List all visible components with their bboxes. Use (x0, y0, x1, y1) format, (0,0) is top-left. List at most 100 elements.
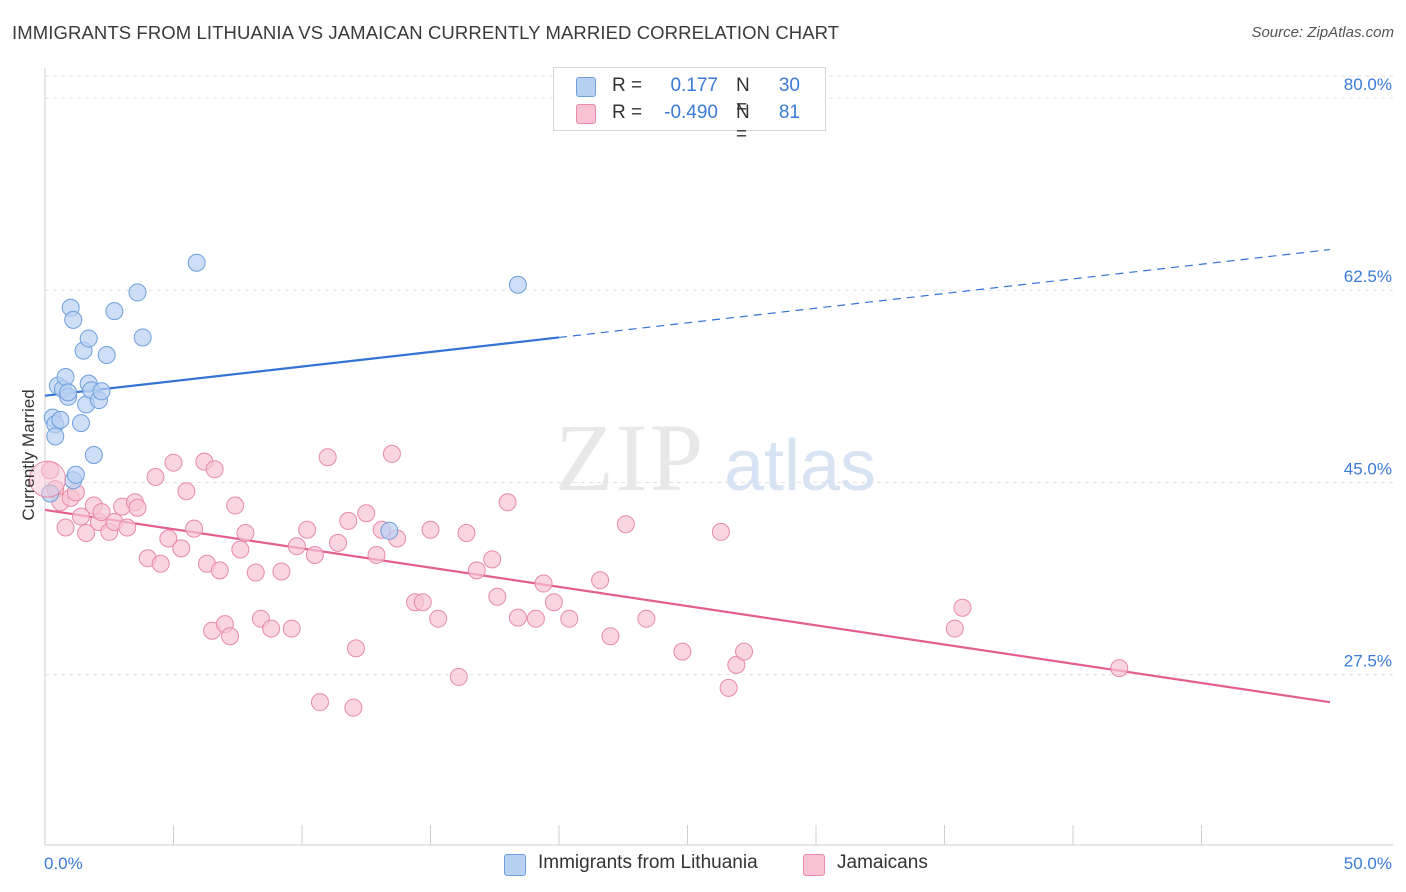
data-point-pink (429, 609, 448, 628)
axes (44, 68, 1393, 846)
data-point-pink (236, 524, 255, 543)
data-point-pink (146, 467, 165, 486)
data-point-pink (177, 482, 196, 501)
data-point-blue (64, 310, 83, 329)
data-point-pink (205, 460, 224, 479)
data-point-blue (508, 275, 527, 294)
data-point-blue (84, 446, 103, 465)
data-point-pink (488, 587, 507, 606)
data-point-pink (591, 571, 610, 590)
data-point-pink (449, 667, 468, 686)
data-point-pink (382, 444, 401, 463)
data-point-pink (498, 493, 517, 512)
data-point-pink (357, 504, 376, 523)
data-point-pink (719, 678, 738, 697)
data-point-pink (328, 533, 347, 552)
data-point-pink (305, 545, 324, 564)
data-point-blue (97, 346, 116, 365)
data-point-pink (413, 593, 432, 612)
data-point-pink (457, 524, 476, 543)
data-point-pink (637, 609, 656, 628)
y-tick-label: 45.0% (1344, 459, 1392, 478)
data-point-pink (953, 598, 972, 617)
legend-r-value: -0.490 (664, 102, 718, 123)
watermark-atlas: atlas (724, 426, 876, 506)
data-point-pink (71, 507, 90, 526)
legend-r-label: R = (612, 75, 643, 96)
data-point-pink (346, 639, 365, 658)
data-point-pink (262, 619, 281, 638)
data-point-pink (508, 608, 527, 627)
data-point-pink (118, 518, 137, 537)
data-point-pink (164, 453, 183, 472)
legend-swatch-pink (803, 854, 825, 876)
source-label: Source: ZipAtlas.com (1251, 24, 1394, 41)
data-points (29, 253, 1129, 717)
data-point-pink (318, 448, 337, 467)
legend-swatch-blue (504, 854, 526, 876)
data-point-pink (151, 554, 170, 573)
data-point-pink (711, 522, 730, 541)
data-point-pink (128, 498, 147, 517)
data-point-blue (92, 382, 111, 401)
data-point-pink (735, 642, 754, 661)
legend-label-jamaicans: Jamaicans (837, 852, 928, 873)
data-point-pink (483, 550, 502, 569)
watermark: ZIP atlas (555, 404, 876, 511)
data-point-blue (51, 410, 70, 429)
watermark-zip: ZIP (555, 404, 705, 511)
trend-line-lithuania-extension (558, 248, 1331, 339)
legend-swatch-blue (576, 77, 596, 97)
data-point-pink (616, 515, 635, 534)
data-point-pink (534, 574, 553, 593)
legend-r-value: 0.177 (670, 75, 718, 96)
data-point-blue (46, 427, 65, 446)
data-point-pink (282, 619, 301, 638)
data-point-blue (66, 465, 85, 484)
y-tick-label: 27.5% (1344, 652, 1392, 671)
legend-r-label: R = (612, 102, 643, 123)
data-point-blue (56, 368, 75, 387)
legend-swatch-pink (576, 104, 596, 124)
data-point-pink (287, 537, 306, 556)
data-point-pink (221, 627, 240, 646)
data-point-pink (367, 545, 386, 564)
tick-labels: 27.5% 45.0% 62.5% 80.0% 0.0% 50.0% (44, 75, 1392, 873)
data-point-blue (71, 414, 90, 433)
data-point-pink (945, 619, 964, 638)
data-point-blue (133, 328, 152, 347)
data-point-pink (560, 609, 579, 628)
data-point-pink (29, 460, 67, 498)
data-point-pink (339, 511, 358, 530)
legend-n-label: N = (736, 102, 750, 145)
data-point-pink (526, 609, 545, 628)
trend-line-lithuania (44, 336, 560, 397)
data-point-pink (601, 627, 620, 646)
data-point-pink (727, 655, 746, 674)
data-point-pink (77, 524, 96, 543)
x-tick-label: 0.0% (44, 854, 83, 873)
correlation-legend: R = 0.177 N = 30 R = -0.490 N = 81 (553, 67, 826, 145)
data-point-pink (226, 496, 245, 515)
data-point-pink (92, 503, 111, 522)
gridlines (45, 75, 1393, 676)
data-point-pink (172, 539, 191, 558)
data-point-pink (421, 520, 440, 539)
data-point-pink (673, 642, 692, 661)
trend-line-jamaicans (44, 508, 1331, 704)
data-point-blue (79, 329, 98, 348)
legend-n-value: 30 (778, 75, 800, 96)
data-point-blue (105, 302, 124, 321)
data-point-pink (1110, 659, 1129, 678)
y-tick-label: 80.0% (1344, 75, 1392, 94)
y-tick-label: 62.5% (1344, 267, 1392, 286)
data-point-pink (210, 561, 229, 580)
legend-label-lithuania: Immigrants from Lithuania (538, 852, 758, 873)
data-point-pink (272, 562, 291, 581)
data-point-blue (59, 383, 78, 402)
data-point-pink (246, 563, 265, 582)
data-point-blue (187, 253, 206, 272)
data-point-pink (298, 520, 317, 539)
data-point-pink (310, 693, 329, 712)
